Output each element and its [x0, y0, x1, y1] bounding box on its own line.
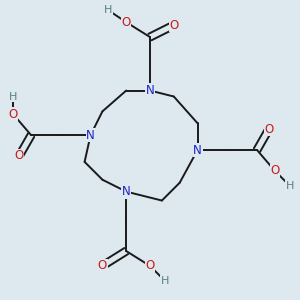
Text: N: N	[146, 84, 154, 97]
Text: O: O	[15, 149, 24, 162]
Text: O: O	[169, 19, 178, 32]
Text: O: O	[9, 108, 18, 121]
Text: N: N	[193, 143, 202, 157]
Text: O: O	[98, 260, 107, 272]
Text: O: O	[270, 164, 280, 177]
Text: O: O	[264, 123, 274, 136]
Text: H: H	[161, 276, 169, 286]
Text: O: O	[122, 16, 131, 29]
Text: N: N	[86, 129, 95, 142]
Text: H: H	[104, 5, 112, 15]
Text: H: H	[286, 181, 294, 191]
Text: N: N	[122, 185, 130, 198]
Text: H: H	[9, 92, 17, 101]
Text: O: O	[146, 260, 154, 272]
